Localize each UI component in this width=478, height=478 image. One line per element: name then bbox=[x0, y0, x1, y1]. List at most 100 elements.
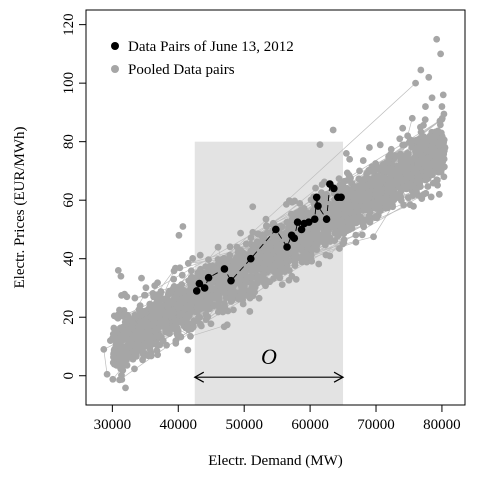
pooled-data-point bbox=[257, 276, 265, 283]
pooled-data-point bbox=[434, 127, 442, 135]
pooled-data-point bbox=[360, 223, 368, 231]
pooled-data-point bbox=[230, 306, 237, 314]
pooled-data-point bbox=[106, 337, 114, 345]
x-tick-label: 80000 bbox=[423, 417, 461, 433]
pooled-data-point bbox=[165, 297, 172, 304]
pooled-data-point bbox=[145, 328, 153, 336]
pooled-data-point bbox=[185, 302, 193, 309]
pooled-data-point bbox=[139, 307, 147, 315]
pooled-data-point bbox=[370, 233, 377, 241]
pooled-data-point bbox=[422, 174, 430, 181]
pooled-data-point bbox=[394, 162, 402, 170]
pooled-data-point bbox=[385, 155, 393, 163]
pooled-data-point bbox=[226, 289, 234, 297]
pooled-data-point bbox=[307, 251, 315, 259]
x-axis-label: Electr. Demand (MW) bbox=[208, 453, 343, 469]
pooled-data-point bbox=[406, 201, 414, 209]
pooled-data-point bbox=[179, 223, 187, 230]
pooled-data-point bbox=[116, 334, 124, 342]
pooled-data-point bbox=[226, 251, 234, 259]
pooled-data-point bbox=[396, 135, 404, 143]
pooled-data-point bbox=[384, 176, 392, 184]
pooled-data-point bbox=[334, 232, 342, 240]
pooled-data-point bbox=[401, 152, 409, 160]
pooled-data-point bbox=[221, 259, 229, 267]
pooled-data-point bbox=[121, 344, 129, 352]
pooled-data-point bbox=[438, 114, 446, 122]
pooled-data-point bbox=[182, 296, 190, 304]
pooled-data-point bbox=[255, 294, 263, 302]
pooled-data-point bbox=[147, 339, 155, 346]
pooled-data-point bbox=[365, 212, 373, 219]
pooled-data-point bbox=[404, 159, 412, 167]
pooled-data-point bbox=[235, 295, 243, 303]
pooled-data-point bbox=[388, 185, 396, 193]
pooled-data-point bbox=[255, 251, 263, 259]
pooled-data-point bbox=[308, 257, 316, 265]
pooled-data-point bbox=[311, 241, 319, 248]
pooled-data-point bbox=[208, 292, 216, 300]
pooled-data-point bbox=[435, 190, 443, 198]
pooled-data-point bbox=[344, 177, 352, 184]
pooled-data-point bbox=[254, 240, 262, 248]
pooled-data-point bbox=[110, 325, 118, 333]
pooled-data-point bbox=[387, 150, 395, 158]
pooled-data-point bbox=[315, 260, 323, 268]
pooled-data-point bbox=[358, 231, 366, 239]
pooled-data-point bbox=[414, 163, 422, 171]
pooled-data-point bbox=[103, 370, 111, 378]
pooled-data-point bbox=[412, 79, 419, 87]
pooled-data-point bbox=[434, 139, 442, 147]
pooled-data-point bbox=[152, 308, 160, 315]
pooled-data-point bbox=[175, 283, 183, 291]
pooled-data-point bbox=[288, 198, 296, 206]
pooled-data-point bbox=[368, 166, 376, 174]
pooled-data-point bbox=[203, 305, 211, 312]
pooled-data-point bbox=[263, 240, 270, 248]
pooled-data-point bbox=[187, 332, 194, 340]
pooled-data-point bbox=[207, 320, 215, 328]
pooled-data-point bbox=[205, 268, 213, 276]
range-arrow-head-left bbox=[193, 371, 205, 383]
pooled-data-point bbox=[262, 258, 269, 266]
pooled-data-point bbox=[322, 251, 330, 259]
june-13-data-point bbox=[297, 225, 306, 234]
pooled-data-point bbox=[296, 200, 304, 207]
pooled-data-point bbox=[238, 287, 245, 294]
pooled-data-point bbox=[278, 281, 286, 289]
pooled-data-point bbox=[380, 167, 388, 175]
june-13-data-point bbox=[200, 284, 209, 292]
pooled-data-point bbox=[366, 218, 374, 226]
june-13-connector-line bbox=[196, 183, 342, 292]
pooled-data-point bbox=[336, 181, 344, 189]
pooled-data-point bbox=[131, 294, 139, 302]
pooled-data-point bbox=[424, 183, 432, 190]
pooled-data-point bbox=[151, 282, 159, 290]
pooled-data-point bbox=[116, 306, 123, 314]
pooled-data-point bbox=[365, 193, 373, 201]
x-tick-label: 50000 bbox=[225, 417, 263, 433]
pooled-data-point bbox=[244, 292, 252, 300]
pooled-data-point bbox=[352, 231, 360, 239]
pooled-data-point bbox=[293, 209, 301, 217]
pooled-data-point bbox=[247, 234, 255, 242]
pooled-data-point bbox=[262, 215, 270, 223]
pooled-data-point bbox=[152, 326, 159, 334]
range-annotation: O bbox=[193, 344, 345, 383]
pooled-data-point bbox=[418, 154, 426, 162]
pooled-data-point bbox=[149, 289, 157, 297]
june-13-data-point bbox=[195, 279, 204, 288]
pooled-data-point bbox=[421, 116, 429, 124]
pooled-data-point bbox=[243, 278, 251, 286]
pooled-data-point bbox=[172, 337, 180, 345]
pooled-data-point bbox=[433, 35, 441, 43]
pooled-data-point bbox=[366, 144, 373, 151]
pooled-data-point bbox=[399, 124, 407, 132]
june-13-data-point bbox=[246, 254, 255, 263]
pooled-data-point bbox=[288, 217, 296, 225]
pooled-data-point bbox=[346, 223, 354, 230]
pooled-data-point bbox=[349, 214, 357, 222]
pooled-data-point bbox=[237, 229, 244, 237]
june-13-data-point bbox=[227, 276, 235, 285]
pooled-data-point bbox=[260, 264, 267, 272]
